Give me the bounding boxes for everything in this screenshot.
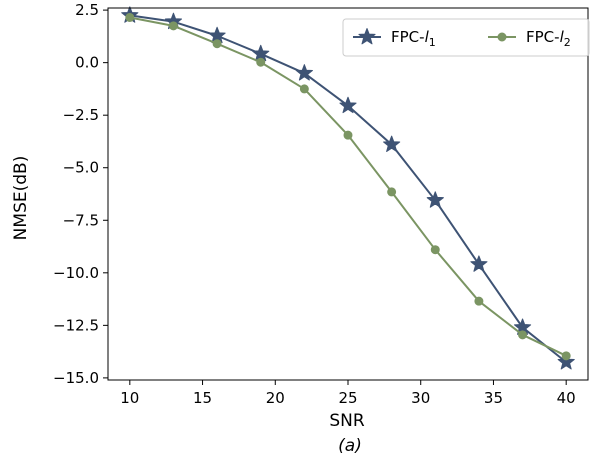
data-point-fpc-l1 xyxy=(426,191,444,208)
data-point-fpc-l1 xyxy=(252,44,270,62)
data-point-fpc-l2 xyxy=(430,245,440,255)
y-axis-label: NMSE(dB) xyxy=(11,156,31,241)
data-point-fpc-l2 xyxy=(168,21,178,31)
legend-label: FPC-l2 xyxy=(526,28,571,49)
x-tick-label: 15 xyxy=(193,389,212,407)
x-tick-label: 40 xyxy=(557,389,576,407)
plot-frame xyxy=(107,7,589,381)
x-tick-label: 30 xyxy=(411,389,430,407)
x-axis-label: SNR xyxy=(329,411,365,431)
legend-box xyxy=(342,18,590,57)
y-tick-label: −12.5 xyxy=(53,316,99,334)
series-fpc-l1 xyxy=(121,6,575,370)
y-tick-label: 2.5 xyxy=(75,1,99,19)
legend-marker xyxy=(497,32,507,42)
legend-item-fpc-l2: FPC-l2 xyxy=(488,28,571,49)
y-tick-label: −7.5 xyxy=(63,211,99,229)
data-point-fpc-l1 xyxy=(557,353,575,370)
x-axis: 10 15 20 25 30 35 40 xyxy=(120,380,576,407)
series-line-fpc-l2 xyxy=(129,16,567,357)
plot-marks xyxy=(121,6,575,370)
data-point-fpc-l2 xyxy=(343,130,353,140)
figure-caption: (a) xyxy=(338,436,362,456)
legend-marker xyxy=(358,28,376,45)
data-point-fpc-l1 xyxy=(339,96,357,114)
series-fpc-l2 xyxy=(125,12,571,361)
data-point-fpc-l1 xyxy=(470,255,488,272)
series-line-fpc-l1 xyxy=(129,14,567,363)
data-point-fpc-l2 xyxy=(125,12,135,22)
data-point-fpc-l2 xyxy=(518,330,528,340)
data-point-fpc-l2 xyxy=(256,57,266,67)
y-tick-label: −2.5 xyxy=(63,106,99,124)
data-point-fpc-l2 xyxy=(212,39,222,49)
data-point-fpc-l2 xyxy=(387,187,397,197)
x-tick-label: 10 xyxy=(120,389,139,407)
data-point-fpc-l2 xyxy=(299,84,309,94)
y-tick-label: −15.0 xyxy=(53,369,99,387)
data-point-fpc-l2 xyxy=(474,296,484,306)
data-point-fpc-l2 xyxy=(561,351,571,361)
x-tick-label: 20 xyxy=(266,389,285,407)
data-point-fpc-l1 xyxy=(383,135,401,152)
legend: FPC-l1 FPC-l2 xyxy=(342,18,590,57)
y-axis: 2.5 0.0 −2.5 −5.0 −7.5 −10.0 −12.5 −15.0 xyxy=(53,1,108,387)
y-tick-label: 0.0 xyxy=(75,54,99,72)
x-tick-label: 25 xyxy=(338,389,357,407)
x-tick-label: 35 xyxy=(484,389,503,407)
y-tick-label: −10.0 xyxy=(53,264,99,282)
data-point-fpc-l1 xyxy=(295,64,313,81)
y-tick-label: −5.0 xyxy=(63,159,99,177)
legend-item-fpc-l1: FPC-l1 xyxy=(353,28,436,49)
legend-label: FPC-l1 xyxy=(391,28,436,49)
